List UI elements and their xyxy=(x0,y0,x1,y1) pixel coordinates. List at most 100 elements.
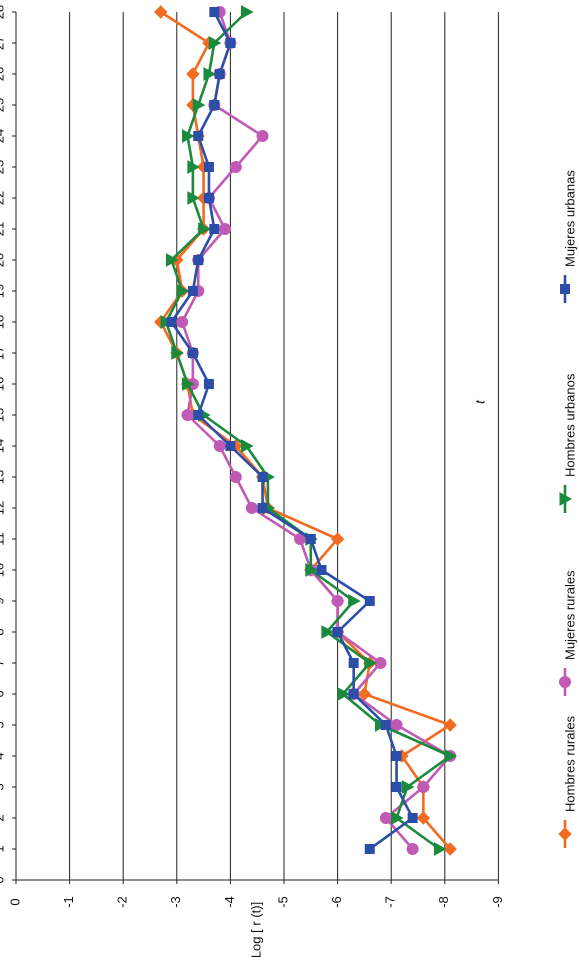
point-marker-circle xyxy=(229,471,242,483)
point-marker-square xyxy=(560,284,570,294)
x-tick-label: 0 xyxy=(0,876,6,883)
point-marker-square xyxy=(193,131,204,141)
x-tick-label: 21 xyxy=(0,222,6,236)
grid-lines xyxy=(69,12,499,880)
legend-item: Mujeres urbanas xyxy=(560,170,577,303)
point-marker-diamond xyxy=(330,532,345,546)
point-marker-triangle xyxy=(401,780,415,794)
y-tick-label: -4 xyxy=(222,896,237,908)
x-tick-label: 19 xyxy=(0,284,6,298)
x-tick-label: 27 xyxy=(0,36,6,50)
series-mujeres-rurales xyxy=(176,6,457,855)
legend: Hombres rurales Mujeres rurales Hombres ur… xyxy=(558,170,577,848)
x-tick-labels: 0123456789101112131415161718192021222324… xyxy=(0,5,16,884)
y-tick-labels: 0 -1 -2 -3 -4 -5 -6 -7 -8 -9 xyxy=(7,880,505,908)
point-marker-triangle xyxy=(171,346,184,360)
y-tick-label: -5 xyxy=(275,896,290,908)
point-marker-triangle xyxy=(433,842,447,856)
point-marker-triangle xyxy=(444,749,458,763)
x-tick-label: 15 xyxy=(0,408,6,422)
point-marker-circle xyxy=(406,843,419,855)
point-marker-circle xyxy=(331,595,344,607)
point-marker-square xyxy=(214,69,225,79)
point-marker-square xyxy=(391,782,402,792)
x-tick-label: 10 xyxy=(0,563,6,577)
series-mujeres-urbanas xyxy=(166,7,418,854)
x-tick-label: 22 xyxy=(0,191,6,205)
legend-label: Hombres urbanos xyxy=(562,373,577,477)
point-marker-triangle xyxy=(187,191,200,205)
point-marker-square xyxy=(257,503,268,513)
x-tick-label: 17 xyxy=(0,346,6,360)
x-tick-label: 2 xyxy=(0,814,6,821)
point-marker-square xyxy=(209,7,220,17)
point-marker-square xyxy=(225,441,236,451)
x-tick-label: 12 xyxy=(0,501,6,515)
series-line xyxy=(180,11,452,850)
point-marker-circle xyxy=(176,316,189,328)
point-marker-diamond xyxy=(186,67,200,81)
point-marker-triangle xyxy=(391,811,404,825)
x-tick-label: 25 xyxy=(0,98,6,112)
point-marker-triangle xyxy=(187,160,200,174)
point-marker-square xyxy=(203,193,214,203)
point-marker-circle xyxy=(213,440,226,452)
x-tick-label: 7 xyxy=(0,659,6,666)
x-tick-label: 14 xyxy=(0,439,6,453)
point-marker-circle xyxy=(256,130,269,142)
point-marker-triangle xyxy=(198,222,211,236)
x-tick-label: 28 xyxy=(0,5,6,19)
point-marker-square xyxy=(203,162,214,172)
point-marker-square xyxy=(407,813,418,823)
point-marker-square xyxy=(380,720,391,730)
point-marker-triangle xyxy=(182,129,195,143)
x-tick-label: 1 xyxy=(0,845,6,852)
legend-label: Hombres rurales xyxy=(562,715,577,812)
legend-item: Hombres rurales xyxy=(558,715,577,848)
x-tick-label: 9 xyxy=(0,597,6,604)
y-tick-label: -3 xyxy=(168,896,183,908)
x-tick-label: 16 xyxy=(0,377,6,391)
point-marker-triangle xyxy=(305,563,318,577)
x-tick-label: 4 xyxy=(0,752,6,759)
x-tick-label: 23 xyxy=(0,160,6,174)
point-marker-diamond xyxy=(154,5,168,19)
point-marker-triangle xyxy=(321,625,334,639)
point-marker-circle xyxy=(181,409,194,421)
point-marker-triangle xyxy=(203,67,217,81)
y-tick-label: -9 xyxy=(490,896,505,908)
series-line xyxy=(170,11,414,851)
x-tick-label: 3 xyxy=(0,783,6,790)
point-marker-circle xyxy=(390,719,403,731)
point-marker-triangle xyxy=(182,377,195,391)
series-line xyxy=(164,11,452,851)
point-marker-square xyxy=(364,596,375,606)
point-marker-diamond xyxy=(443,718,457,732)
x-tick-label: 13 xyxy=(0,470,6,484)
series-group xyxy=(154,5,458,856)
y-tick-label: -8 xyxy=(436,896,451,908)
point-marker-diamond xyxy=(443,842,457,856)
point-marker-square xyxy=(187,348,198,358)
point-marker-circle xyxy=(219,223,232,235)
point-marker-circle xyxy=(379,812,392,824)
point-marker-square xyxy=(257,472,268,482)
point-marker-square xyxy=(166,317,177,327)
x-tick-label: 11 xyxy=(0,532,6,546)
point-marker-square xyxy=(332,627,343,637)
point-marker-triangle xyxy=(364,656,377,670)
point-marker-circle xyxy=(559,676,571,688)
y-tick-label: -2 xyxy=(115,896,130,908)
y-axis-title: Log [ r (t)] xyxy=(249,902,264,958)
point-marker-triangle xyxy=(240,439,254,453)
legend-item: Mujeres rurales xyxy=(559,570,577,696)
x-tick-label: 6 xyxy=(0,690,6,697)
point-marker-triangle xyxy=(559,492,573,506)
legend-label: Mujeres rurales xyxy=(562,570,577,660)
point-marker-square xyxy=(348,689,359,699)
legend-label: Mujeres urbanas xyxy=(562,170,577,267)
point-marker-circle xyxy=(245,502,258,514)
y-tick-label: -7 xyxy=(383,896,398,908)
point-marker-square xyxy=(348,658,359,668)
point-marker-triangle xyxy=(176,284,190,298)
